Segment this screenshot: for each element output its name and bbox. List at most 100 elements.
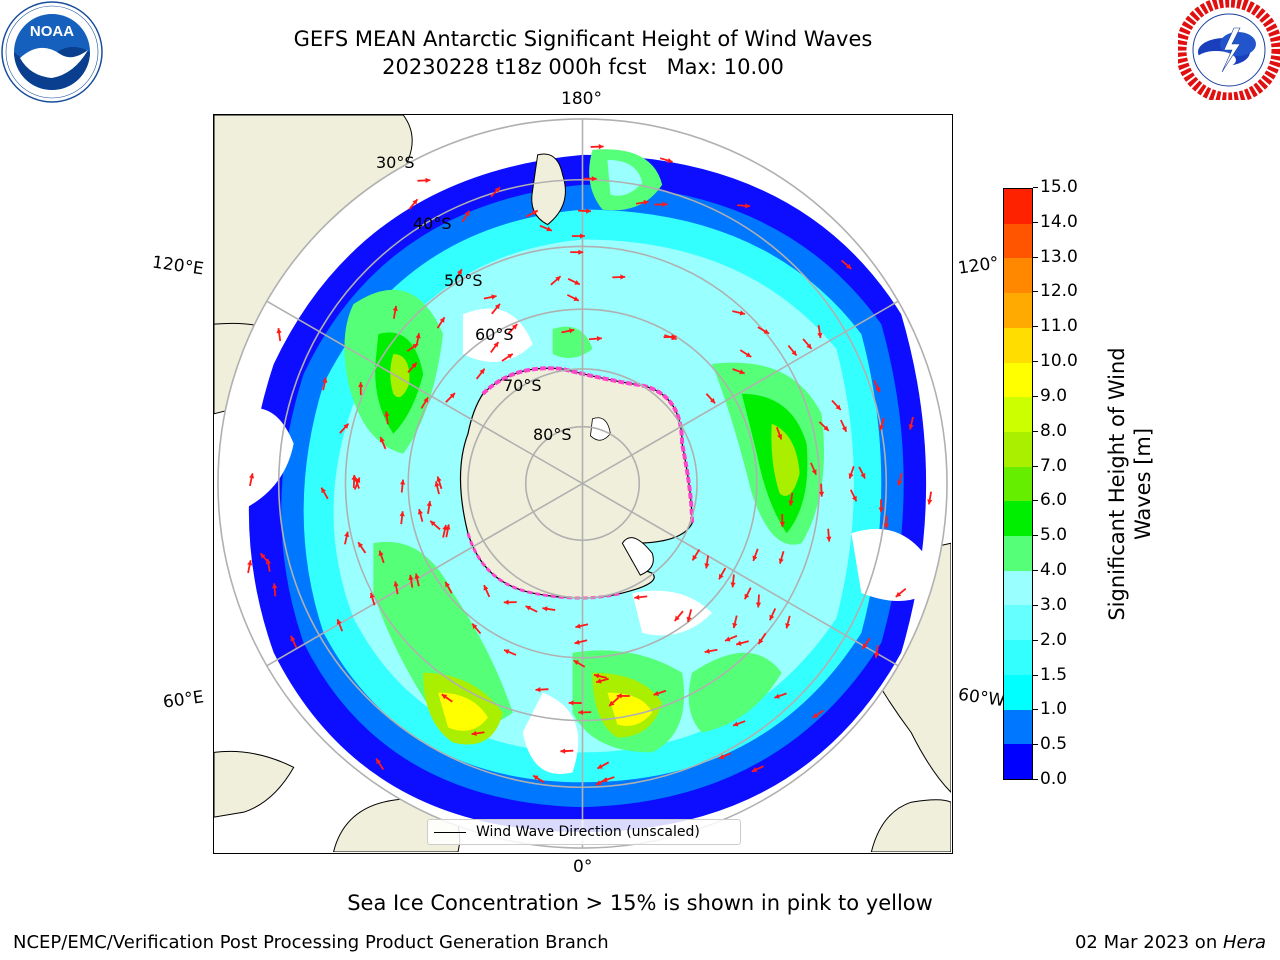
- colorbar-segment: [1004, 709, 1032, 745]
- wave-arrow: [444, 581, 453, 594]
- wave-arrow: [810, 462, 817, 476]
- wave-arrow: [442, 524, 448, 538]
- lat-label-30s: 30°S: [376, 153, 415, 172]
- wave-arrow: [839, 419, 848, 433]
- wave-arrow: [507, 323, 518, 335]
- colorbar: [1003, 188, 1033, 780]
- wave-arrow: [595, 677, 609, 684]
- wave-arrow: [560, 748, 574, 754]
- wave-arrow: [247, 560, 253, 574]
- wave-arrow: [491, 303, 501, 315]
- wave-arrow: [578, 709, 592, 715]
- chart-subtitle: 20230228 t18z 000h fcst Max: 10.00: [382, 55, 784, 79]
- wave-arrow: [503, 649, 517, 656]
- colorbar-tick: 3.0: [1032, 594, 1068, 615]
- footer-right: 02 Mar 2023 on Hera: [1075, 932, 1266, 953]
- wave-arrow: [577, 208, 591, 214]
- wave-arrow: [635, 199, 649, 206]
- wave-arrow: [532, 774, 545, 784]
- wave-arrow: [849, 489, 858, 502]
- legend-line-icon: [434, 831, 466, 833]
- wave-arrow: [568, 700, 582, 706]
- wave-arrow: [601, 776, 615, 783]
- wave-arrow: [718, 567, 727, 580]
- wave-arrow: [414, 573, 420, 587]
- lon-label-120e: 120°E: [150, 252, 205, 280]
- colorbar-label-line1: Significant Height of Wind: [1105, 347, 1129, 621]
- wave-arrow: [739, 349, 752, 358]
- wave-arrow: [259, 552, 270, 564]
- lat-label-60s: 60°S: [475, 325, 514, 344]
- wave-arrow: [831, 399, 842, 411]
- wave-arrow: [336, 618, 344, 632]
- nws-logo: [1175, 0, 1280, 104]
- wave-arrow: [339, 422, 350, 434]
- lon-label-60e: 60°E: [161, 687, 206, 713]
- colorbar-tick: 8.0: [1032, 420, 1068, 441]
- wave-arrow: [848, 466, 855, 479]
- wave-arrow: [883, 515, 889, 529]
- wave-arrow: [417, 177, 431, 184]
- wave-arrow: [573, 659, 586, 668]
- wave-arrow: [787, 345, 798, 357]
- wave-arrow: [276, 328, 282, 342]
- colorbar-tick: 6.0: [1032, 490, 1068, 511]
- wave-arrow: [539, 224, 553, 232]
- wave-arrow: [878, 417, 885, 431]
- wave-arrow: [583, 176, 597, 182]
- wave-arrow: [471, 730, 485, 737]
- footer-host: Hera: [1222, 932, 1266, 953]
- wave-arrow: [351, 474, 357, 488]
- wave-arrow: [429, 520, 441, 531]
- wave-arrow: [616, 693, 630, 699]
- colorbar-segment: [1004, 501, 1032, 537]
- lat-label-70s: 70°S: [503, 376, 542, 395]
- wave-arrow: [895, 587, 907, 598]
- wave-arrow: [445, 392, 456, 403]
- wind-wave-arrows: [247, 144, 933, 786]
- wave-arrow: [426, 500, 432, 515]
- wave-arrow: [704, 555, 710, 569]
- wave-arrow: [384, 411, 390, 425]
- wave-arrow: [408, 198, 419, 210]
- colorbar-tick: 15.0: [1033, 177, 1078, 197]
- wave-arrow: [320, 487, 329, 500]
- wave-arrow: [445, 524, 451, 538]
- map-legend: Wind Wave Direction (unscaled): [427, 819, 741, 845]
- wave-arrow: [392, 305, 398, 319]
- wave-arrow: [878, 499, 884, 513]
- wave-arrow: [290, 635, 298, 648]
- wave-arrow: [817, 325, 823, 339]
- colorbar-tick: 1.5: [1032, 664, 1068, 685]
- wave-arrow: [752, 548, 759, 562]
- wave-arrow: [826, 528, 832, 542]
- wave-arrow: [358, 382, 364, 396]
- chart-title: GEFS MEAN Antarctic Significant Height o…: [293, 27, 873, 51]
- wave-arrow: [897, 472, 903, 486]
- lat-label-40s: 40°S: [413, 214, 452, 233]
- wave-arrow: [757, 326, 770, 335]
- wave-arrow: [659, 157, 673, 164]
- colorbar-label: Significant Height of Wind Waves [m]: [1104, 347, 1156, 620]
- colorbar-tick: 5.0: [1032, 525, 1068, 546]
- colorbar-segment: [1004, 744, 1032, 779]
- wave-arrow: [475, 368, 486, 380]
- colorbar-segment: [1004, 327, 1032, 363]
- wave-arrow: [344, 531, 350, 545]
- colorbar-tick: 14.0: [1033, 211, 1078, 232]
- colorbar-tick: 2.0: [1032, 629, 1068, 650]
- wave-arrow: [751, 765, 764, 773]
- wave-arrow: [769, 608, 777, 621]
- colorbar-segment: [1004, 293, 1032, 328]
- wave-arrow: [596, 761, 610, 770]
- colorbar-segment: [1004, 570, 1032, 606]
- sea-ice-caption: Sea Ice Concentration > 15% is shown in …: [347, 891, 933, 915]
- colorbar-segment: [1004, 605, 1032, 641]
- wave-arrow: [542, 606, 556, 612]
- wave-arrow: [436, 476, 443, 490]
- wave-arrow: [812, 709, 824, 719]
- wave-arrow: [653, 689, 667, 696]
- wave-field: [217, 118, 948, 849]
- wave-arrow: [664, 334, 677, 341]
- wave-arrow: [818, 483, 825, 497]
